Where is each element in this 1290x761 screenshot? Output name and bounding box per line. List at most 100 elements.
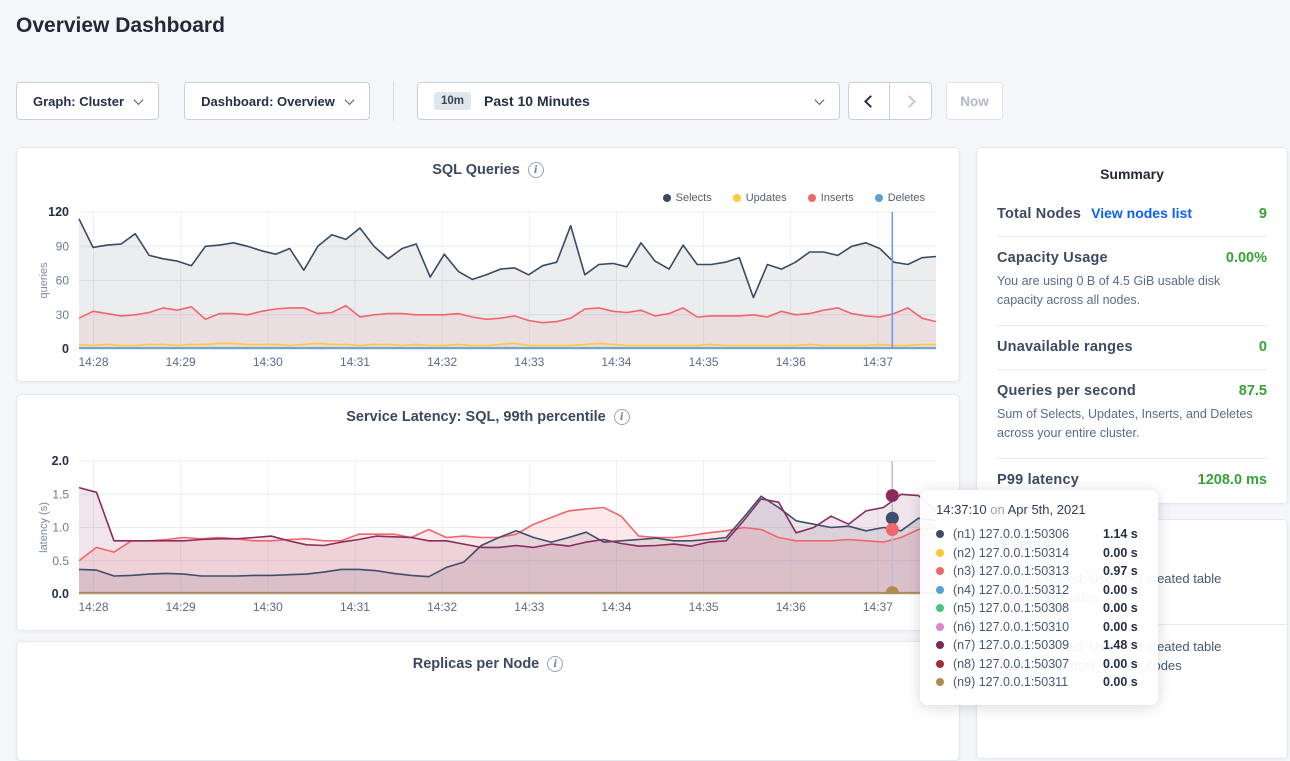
metric-description: Sum of Selects, Updates, Inserts, and De… <box>997 405 1267 444</box>
svg-text:latency (s): latency (s) <box>38 502 50 553</box>
svg-text:14:35: 14:35 <box>689 600 719 614</box>
series-dot <box>936 660 944 668</box>
svg-text:14:31: 14:31 <box>340 600 370 614</box>
metric-value: 1208.0 ms <box>1198 472 1267 488</box>
sql-queries-chart-card: SQL Queries i Selects Updates Inserts De… <box>16 147 960 382</box>
svg-text:1.0: 1.0 <box>52 521 69 535</box>
svg-text:14:32: 14:32 <box>427 600 457 614</box>
tooltip-row: (n1) 127.0.0.1:503061.14 s <box>936 525 1142 544</box>
dashboard-dropdown[interactable]: Dashboard: Overview <box>184 82 370 120</box>
dashboard-dropdown-label: Dashboard: Overview <box>201 94 335 109</box>
time-range-label: Past 10 Minutes <box>484 93 590 109</box>
chart-title-text: Service Latency: SQL, 99th percentile <box>346 409 606 425</box>
svg-text:0: 0 <box>62 342 69 356</box>
tooltip-row: (n4) 127.0.0.1:503120.00 s <box>936 581 1142 600</box>
series-dot <box>808 194 816 202</box>
sql-queries-chart-title: SQL Queries i <box>17 162 959 178</box>
legend-item-selects[interactable]: Selects <box>663 192 712 204</box>
svg-text:14:28: 14:28 <box>79 355 109 369</box>
series-dot <box>875 194 883 202</box>
series-dot <box>936 604 944 612</box>
svg-text:14:37: 14:37 <box>863 600 893 614</box>
metric-total-nodes: Total Nodes View nodes list 9 <box>997 192 1267 236</box>
svg-text:14:32: 14:32 <box>427 355 457 369</box>
svg-text:14:29: 14:29 <box>166 600 196 614</box>
tooltip-row: (n8) 127.0.0.1:503070.00 s <box>936 655 1142 674</box>
graph-dropdown[interactable]: Graph: Cluster <box>16 82 159 120</box>
svg-text:14:30: 14:30 <box>253 355 283 369</box>
chevron-right-icon <box>903 95 916 108</box>
svg-text:120: 120 <box>48 205 69 219</box>
svg-text:30: 30 <box>56 308 70 322</box>
tooltip-row: (n6) 127.0.0.1:503100.00 s <box>936 618 1142 637</box>
toolbar: Graph: Cluster Dashboard: Overview 10m P… <box>16 82 1003 120</box>
metric-capacity-usage: Capacity Usage 0.00% You are using 0 B o… <box>997 236 1267 325</box>
legend-item-inserts[interactable]: Inserts <box>808 192 854 204</box>
chevron-down-icon <box>344 95 354 105</box>
svg-text:queries: queries <box>38 262 50 299</box>
svg-text:14:29: 14:29 <box>166 355 196 369</box>
legend-item-deletes[interactable]: Deletes <box>875 192 925 204</box>
metric-value: 9 <box>1259 206 1267 222</box>
charts-column: SQL Queries i Selects Updates Inserts De… <box>16 147 960 761</box>
series-dot <box>936 549 944 557</box>
view-nodes-list-link[interactable]: View nodes list <box>1091 205 1192 221</box>
sql-queries-legend: Selects Updates Inserts Deletes <box>663 192 925 204</box>
svg-text:14:33: 14:33 <box>514 600 544 614</box>
metric-value: 0.00% <box>1226 250 1267 266</box>
info-icon[interactable]: i <box>614 409 630 425</box>
series-dot <box>936 623 944 631</box>
svg-text:0.5: 0.5 <box>52 554 69 568</box>
legend-item-updates[interactable]: Updates <box>733 192 787 204</box>
chevron-down-icon <box>134 95 144 105</box>
chart-title-text: Replicas per Node <box>413 656 540 672</box>
svg-text:14:30: 14:30 <box>253 600 283 614</box>
svg-text:14:28: 14:28 <box>79 600 109 614</box>
svg-text:14:34: 14:34 <box>601 355 631 369</box>
metric-description: You are using 0 B of 4.5 GiB usable disk… <box>997 272 1267 311</box>
series-dot <box>936 641 944 649</box>
service-latency-chart-card: Service Latency: SQL, 99th percentile i … <box>16 394 960 631</box>
replicas-per-node-chart-card: Replicas per Node i <box>16 641 960 761</box>
series-dot <box>936 567 944 575</box>
replicas-chart-title: Replicas per Node i <box>17 656 959 672</box>
toolbar-divider <box>393 81 394 121</box>
chevron-down-icon <box>815 95 825 105</box>
svg-text:0.0: 0.0 <box>52 587 69 601</box>
overview-dashboard-page: Overview Dashboard Graph: Cluster Dashbo… <box>0 14 1290 38</box>
service-latency-chart-title: Service Latency: SQL, 99th percentile i <box>17 409 959 425</box>
series-dot <box>733 194 741 202</box>
summary-panel: Summary Total Nodes View nodes list 9 Ca… <box>976 147 1288 504</box>
tooltip-timestamp: 14:37:10 on Apr 5th, 2021 <box>936 502 1142 517</box>
series-dot <box>663 194 671 202</box>
svg-text:14:35: 14:35 <box>689 355 719 369</box>
series-dot <box>936 678 944 686</box>
time-range-dropdown[interactable]: 10m Past 10 Minutes <box>417 82 840 120</box>
time-prev-button[interactable] <box>848 82 890 120</box>
tooltip-row: (n7) 127.0.0.1:503091.48 s <box>936 636 1142 655</box>
service-latency-chart[interactable]: 14:28 14:29 14:30 14:31 14:32 14:33 14:34 14:35… <box>17 395 959 630</box>
info-icon[interactable]: i <box>547 656 563 672</box>
series-dot <box>936 586 944 594</box>
now-button[interactable]: Now <box>946 82 1003 120</box>
sql-queries-chart[interactable]: 14:2814:2914:3014:3114:3214:3314:3414:35… <box>17 148 959 381</box>
svg-text:14:34: 14:34 <box>601 600 631 614</box>
series-dot <box>936 530 944 538</box>
svg-text:14:37: 14:37 <box>863 355 893 369</box>
time-next-button[interactable] <box>890 82 932 120</box>
tooltip-row: (n3) 127.0.0.1:503130.97 s <box>936 562 1142 581</box>
chart-title-text: SQL Queries <box>432 162 520 178</box>
metric-value: 0 <box>1259 339 1267 355</box>
svg-text:2.0: 2.0 <box>52 454 69 468</box>
metric-value: 87.5 <box>1239 383 1267 399</box>
info-icon[interactable]: i <box>528 162 544 178</box>
chevron-left-icon <box>864 95 877 108</box>
summary-title: Summary <box>997 148 1267 192</box>
time-range-badge: 10m <box>434 92 471 110</box>
svg-text:60: 60 <box>56 274 70 288</box>
svg-text:1.5: 1.5 <box>52 487 69 501</box>
svg-text:14:36: 14:36 <box>776 355 806 369</box>
chart-hover-tooltip: 14:37:10 on Apr 5th, 2021 (n1) 127.0.0.1… <box>920 490 1158 705</box>
svg-text:90: 90 <box>56 239 70 253</box>
graph-dropdown-label: Graph: Cluster <box>33 94 124 109</box>
